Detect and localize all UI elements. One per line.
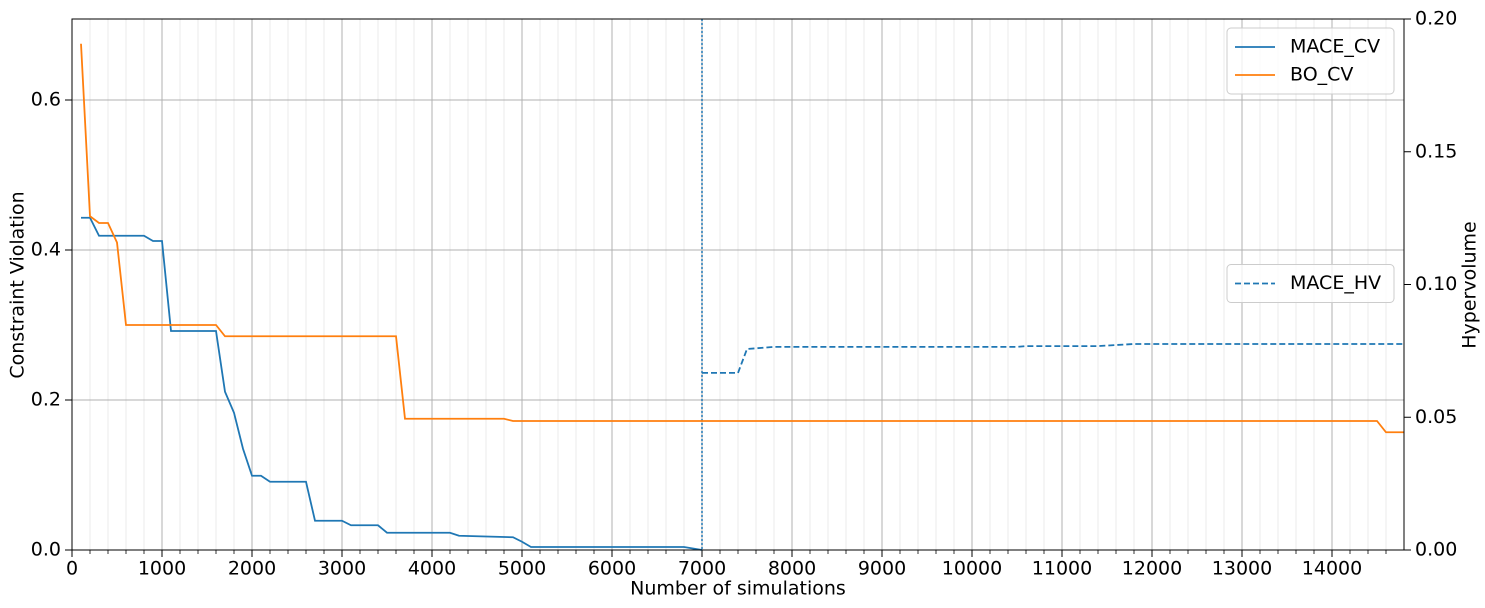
x-tick-label: 10000	[942, 558, 1002, 580]
y-axis-label: Constraint Violation	[7, 191, 29, 378]
x-tick-label: 9000	[858, 558, 906, 580]
x-tick-label: 11000	[1032, 558, 1092, 580]
y2-tick-label: 0.15	[1415, 140, 1457, 162]
y2-tick-label: 0.05	[1415, 406, 1457, 428]
y-tick-label: 0.6	[31, 89, 61, 111]
y-tick-label: 0.2	[31, 389, 61, 411]
y2-tick-label: 0.20	[1415, 8, 1457, 30]
legend-label: MACE_CV	[1290, 36, 1380, 58]
x-tick-label: 8000	[768, 558, 816, 580]
legend: MACE_HV	[1226, 264, 1395, 303]
x-tick-label: 1000	[138, 558, 186, 580]
x-tick-label: 0	[66, 558, 78, 580]
legend: MACE_CV BO_CV	[1226, 27, 1395, 95]
x-tick-label: 7000	[678, 558, 726, 580]
legend-box	[1226, 264, 1395, 303]
legend-box	[1226, 27, 1395, 95]
x-tick-label: 6000	[588, 558, 636, 580]
x-tick-label: 5000	[498, 558, 546, 580]
y-tick-label: 0.4	[31, 239, 61, 261]
line-series	[80, 43, 1404, 434]
x-tick-label: 12000	[1122, 558, 1182, 580]
x-tick-label: 14000	[1302, 558, 1362, 580]
y2-tick-label: 0.00	[1415, 539, 1457, 561]
x-tick-label: 4000	[408, 558, 456, 580]
x-tick-label: 2000	[228, 558, 276, 580]
x-tick-label: 13000	[1212, 558, 1272, 580]
line-series	[81, 216, 703, 551]
legend-label: BO_CV	[1290, 64, 1353, 86]
y-tick-label: 0.0	[31, 539, 61, 561]
x-axis-label: Number of simulations	[630, 578, 846, 600]
line-series	[702, 343, 1404, 374]
plot-frame	[71, 18, 1405, 551]
y2-axis-label: Hypervolume	[1459, 221, 1481, 348]
legend-label: MACE_HV	[1290, 272, 1381, 294]
y2-tick-label: 0.10	[1415, 273, 1457, 295]
x-tick-label: 3000	[318, 558, 366, 580]
